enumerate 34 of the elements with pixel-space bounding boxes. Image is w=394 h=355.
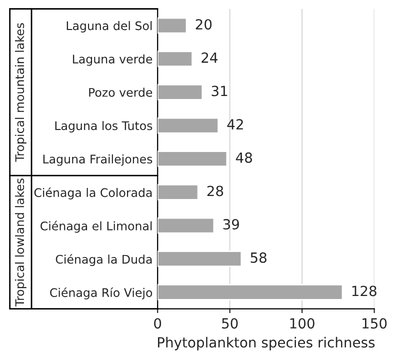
x-tick-label: 50 [222,318,238,329]
data-label: 31 [212,86,228,96]
y-tick-label: Ciénaga Río Viejo [50,287,152,300]
y-tick-label: Ciénaga la Duda [56,254,152,266]
data-label: 48 [236,152,252,163]
data-label: 24 [202,52,218,63]
bar [158,84,204,100]
data-label: 128 [352,286,376,296]
bar [158,284,344,300]
data-label: 42 [227,119,243,130]
bar [158,50,193,68]
y-tick-label: Laguna los Tutos [55,121,152,132]
x-axis-title: Phytoplankton species richness [158,336,375,350]
text: Tropical lowland lakes [14,178,26,306]
bar [158,184,199,200]
x-tick-label: 100 [290,318,314,329]
data-label: 58 [250,252,266,263]
y-tick-label: Laguna verde [72,54,152,66]
y-tick-label: Pozo verde [89,88,152,97]
bar [158,150,228,168]
y-tick-label: Laguna del Sol [66,21,152,32]
y-tick-label: Ciénaga la Colorada [34,187,152,200]
data-label: 28 [207,186,224,196]
data-label: 20 [196,19,212,30]
bar [158,250,242,268]
bar [158,17,188,34]
y-tick-label: Ciénaga el Limonal [40,220,152,233]
text: Tropical mountain lakes [14,23,26,162]
bar [158,217,215,234]
x-tick-label: 0 [154,318,162,329]
bar [158,117,219,134]
x-tick-label: 150 [362,318,387,329]
data-label: 39 [223,219,239,230]
y-tick-label: Laguna Frailejones [43,154,152,166]
